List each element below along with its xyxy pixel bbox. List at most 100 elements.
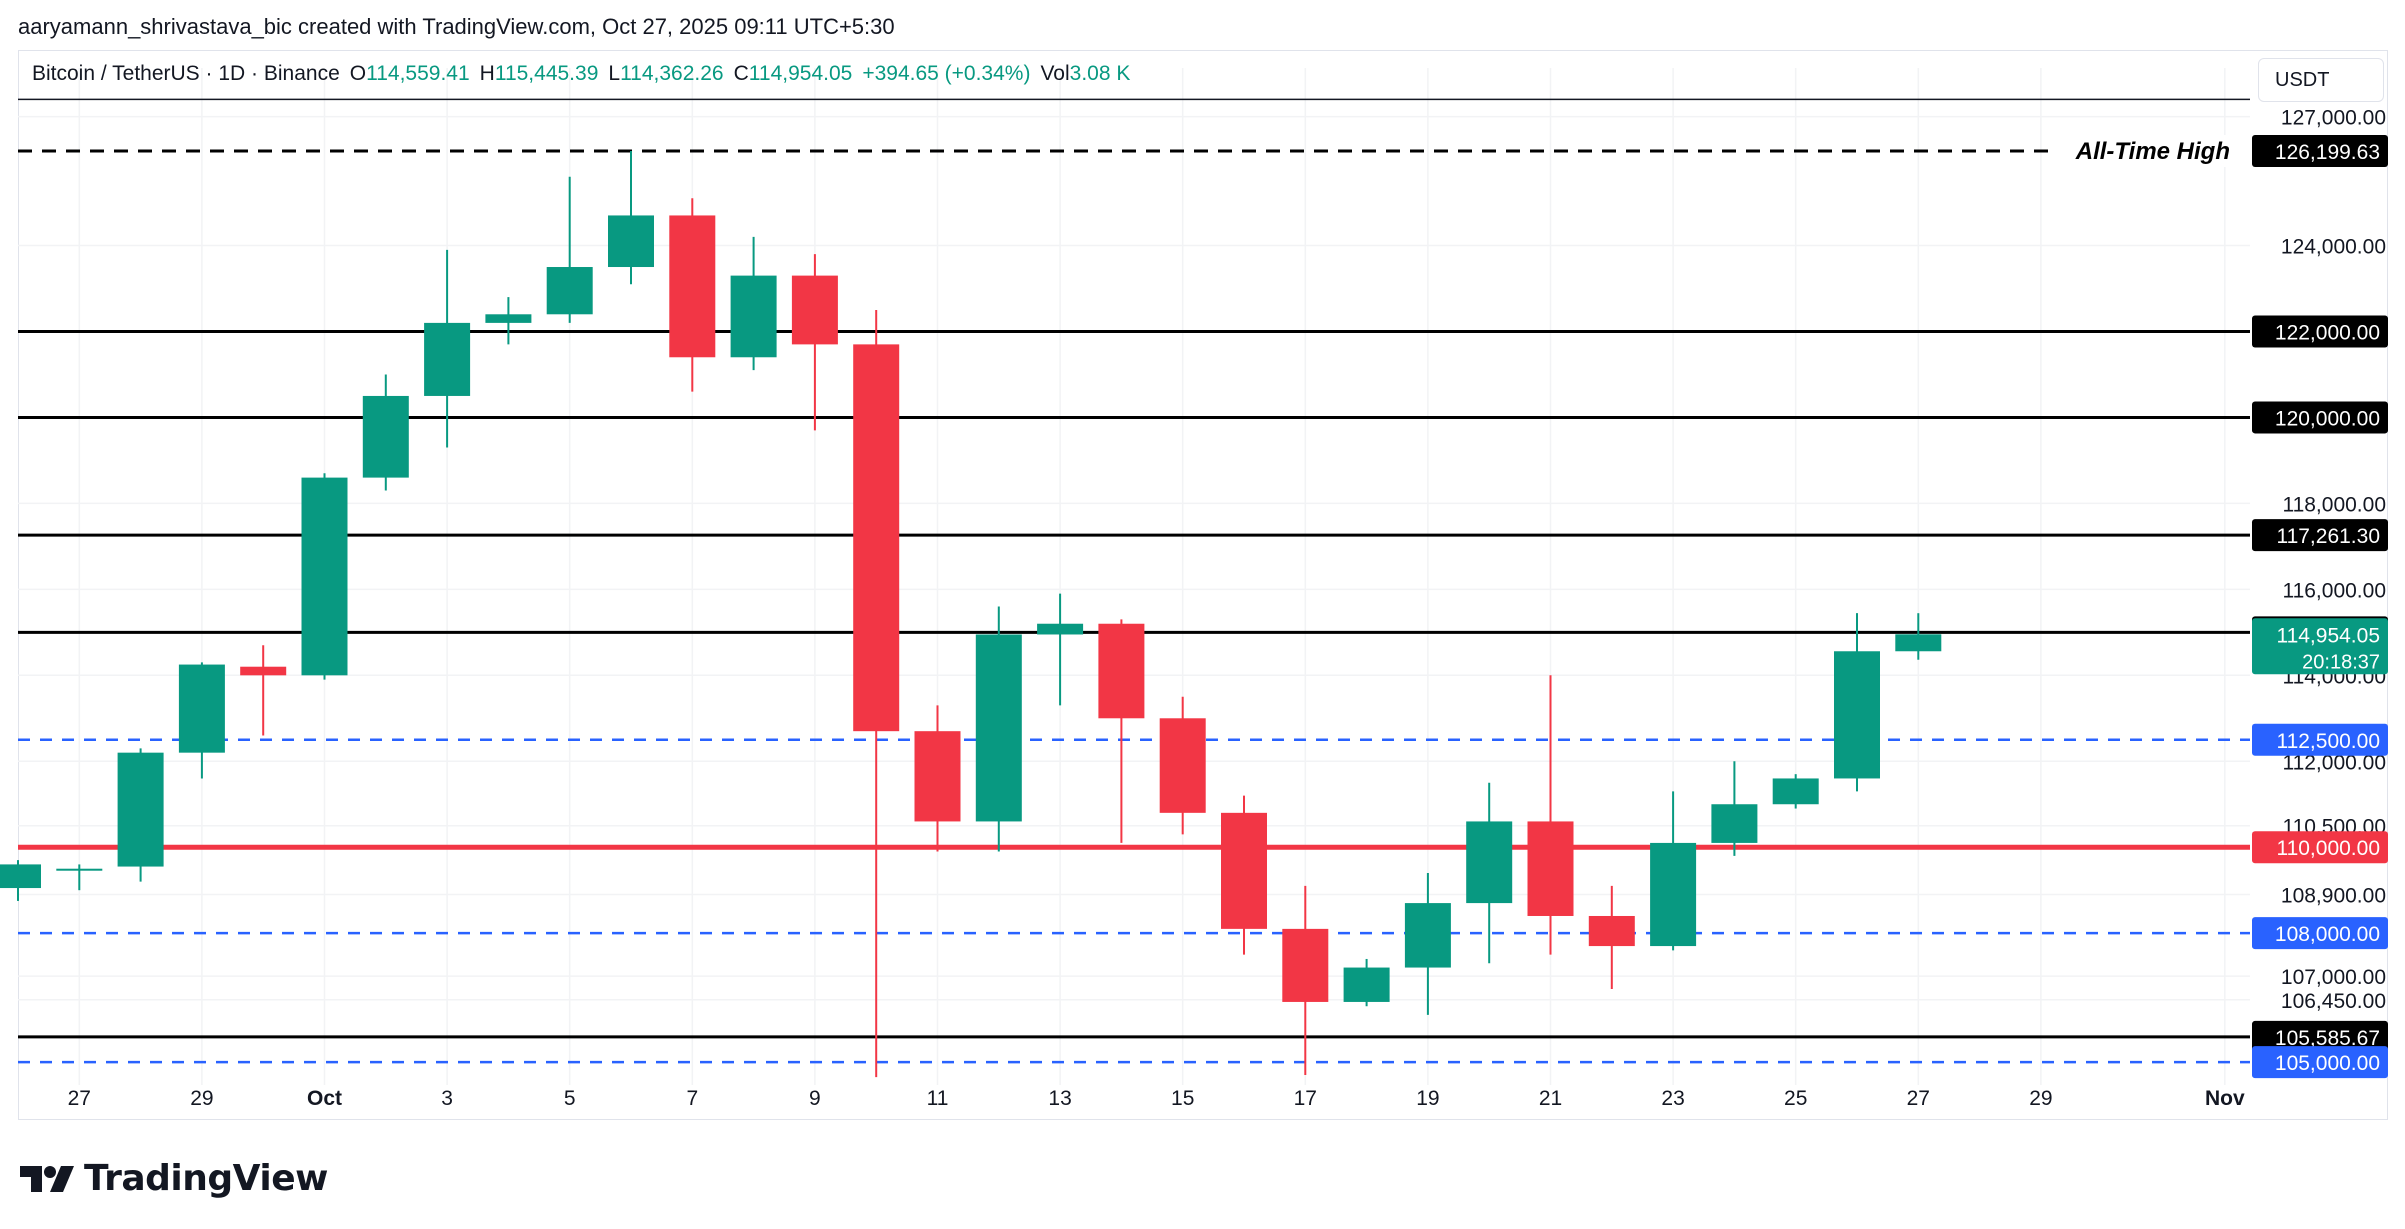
- price-tick-label: 112,000.00: [2282, 751, 2386, 774]
- candle-body[interactable]: [1711, 804, 1758, 843]
- candle-body[interactable]: [0, 864, 41, 889]
- candle-2025-10-27[interactable]: [1895, 613, 1942, 660]
- price-badge-bg: [2252, 519, 2388, 552]
- currency-selector[interactable]: USDT: [2258, 58, 2384, 102]
- candle-body[interactable]: [791, 275, 838, 345]
- price-badge-label: 120,000.00: [2275, 407, 2380, 430]
- candle-body[interactable]: [1282, 928, 1329, 1002]
- price-tick-label: 124,000.00: [2281, 236, 2386, 259]
- candle-body[interactable]: [1098, 623, 1145, 719]
- price-badge-label: 112,500.00: [2276, 730, 2380, 753]
- candle-2025-10-17[interactable]: [1282, 885, 1329, 1075]
- price-badge-bg: [2252, 1020, 2388, 1053]
- candle-body[interactable]: [914, 731, 961, 822]
- candle-body[interactable]: [608, 215, 654, 268]
- all-time-high-label-bg: [2050, 134, 2240, 167]
- price-badge-bg: [2252, 917, 2388, 950]
- price-badge-label: 126,199.63: [2275, 141, 2380, 164]
- candle-2025-10-03[interactable]: [424, 249, 471, 448]
- high-value: 115,445.39: [494, 62, 599, 85]
- volume-value: 3.08 K: [1069, 62, 1131, 85]
- candle-body[interactable]: [1221, 812, 1267, 929]
- candle-body[interactable]: [485, 314, 532, 323]
- time-tick-label: 7: [686, 1087, 698, 1110]
- symbol-title[interactable]: Bitcoin / TetherUS · 1D · Binance: [32, 62, 340, 85]
- time-tick-label: 13: [1048, 1087, 1071, 1110]
- candle-2025-09-28[interactable]: [117, 748, 164, 882]
- price-badge-bg: [2252, 315, 2388, 348]
- time-tick-label: 19: [1416, 1087, 1439, 1110]
- open-value: 114,559.41: [366, 62, 470, 85]
- candle-body[interactable]: [117, 752, 164, 867]
- candle-body[interactable]: [1343, 967, 1390, 1002]
- candle-2025-10-06[interactable]: [608, 150, 654, 285]
- candle-2025-10-08[interactable]: [730, 236, 777, 371]
- candle-2025-10-14[interactable]: [1098, 619, 1145, 843]
- candle-body[interactable]: [56, 868, 103, 871]
- candle-2025-09-30[interactable]: [240, 645, 287, 736]
- time-tick-label: 23: [1661, 1087, 1684, 1110]
- tradingview-logo-text: TradingView: [84, 1158, 328, 1199]
- candle-2025-10-07[interactable]: [669, 198, 716, 392]
- candle-body[interactable]: [362, 395, 409, 478]
- candle-2025-10-11[interactable]: [914, 705, 961, 852]
- candle-2025-10-09[interactable]: [791, 254, 838, 431]
- candle-body[interactable]: [669, 215, 716, 358]
- candle-body[interactable]: [1834, 651, 1880, 779]
- grid-lines: [18, 68, 2250, 1085]
- price-badge-bg: [2252, 1046, 2388, 1079]
- candle-2025-10-12[interactable]: [975, 606, 1022, 852]
- candle-2025-10-20[interactable]: [1466, 782, 1513, 964]
- candle-body[interactable]: [240, 666, 287, 676]
- candle-body[interactable]: [1159, 718, 1206, 813]
- time-tick-label: 17: [1294, 1087, 1317, 1110]
- candle-body[interactable]: [1895, 634, 1942, 652]
- candle-body[interactable]: [1037, 623, 1084, 635]
- candle-2025-10-01[interactable]: [301, 473, 348, 680]
- candle-2025-10-05[interactable]: [546, 176, 593, 323]
- candle-2025-10-23[interactable]: [1650, 791, 1697, 951]
- candle-body[interactable]: [1772, 778, 1819, 805]
- candle-body[interactable]: [1466, 821, 1513, 904]
- price-tick-label: 116,000.00: [2282, 579, 2386, 602]
- time-tick-label: 21: [1539, 1087, 1562, 1110]
- candle-2025-10-10[interactable]: [853, 309, 900, 1078]
- symbol-legend: Bitcoin / TetherUS · 1D · Binance O 114,5…: [32, 62, 1130, 86]
- candle-body[interactable]: [301, 477, 348, 676]
- candle-body[interactable]: [178, 664, 225, 753]
- candle-2025-10-13[interactable]: [1037, 593, 1084, 706]
- candle-2025-10-25[interactable]: [1772, 774, 1819, 809]
- price-tick-label: 108,900.00: [2281, 884, 2386, 907]
- candle-2025-10-18[interactable]: [1343, 958, 1390, 1007]
- candle-2025-10-19[interactable]: [1404, 873, 1451, 1015]
- close-label: C: [733, 62, 749, 85]
- candle-2025-10-24[interactable]: [1711, 761, 1758, 856]
- candles: [0, 150, 1942, 1078]
- candle-2025-10-04[interactable]: [485, 297, 532, 345]
- price-badge-bg: [2252, 134, 2388, 167]
- candle-2025-09-29[interactable]: [178, 662, 225, 779]
- candle-2025-09-26[interactable]: [0, 860, 41, 901]
- candle-body[interactable]: [1588, 915, 1635, 947]
- candle-2025-09-27[interactable]: [56, 864, 103, 891]
- candle-body[interactable]: [1527, 821, 1574, 916]
- candle-2025-10-22[interactable]: [1588, 885, 1635, 990]
- candle-2025-10-02[interactable]: [362, 374, 409, 491]
- horizontal-levels: All-Time High: [18, 98, 2250, 1064]
- candle-2025-10-26[interactable]: [1834, 613, 1880, 792]
- candle-body[interactable]: [1404, 903, 1451, 968]
- candle-body[interactable]: [546, 267, 593, 315]
- time-tick-label: 27: [1907, 1087, 1930, 1110]
- price-tick-label: 107,000.00: [2281, 966, 2386, 989]
- candle-2025-10-15[interactable]: [1159, 696, 1206, 835]
- candle-body[interactable]: [975, 634, 1022, 822]
- low-label: L: [608, 62, 621, 85]
- candle-body[interactable]: [853, 344, 900, 732]
- candle-2025-10-21[interactable]: [1527, 675, 1574, 955]
- candle-body[interactable]: [730, 275, 777, 358]
- candle-body[interactable]: [424, 322, 471, 396]
- bar-countdown-label: 20:18:37: [2302, 651, 2380, 673]
- candle-body[interactable]: [1650, 842, 1697, 947]
- candle-2025-10-16[interactable]: [1221, 795, 1267, 955]
